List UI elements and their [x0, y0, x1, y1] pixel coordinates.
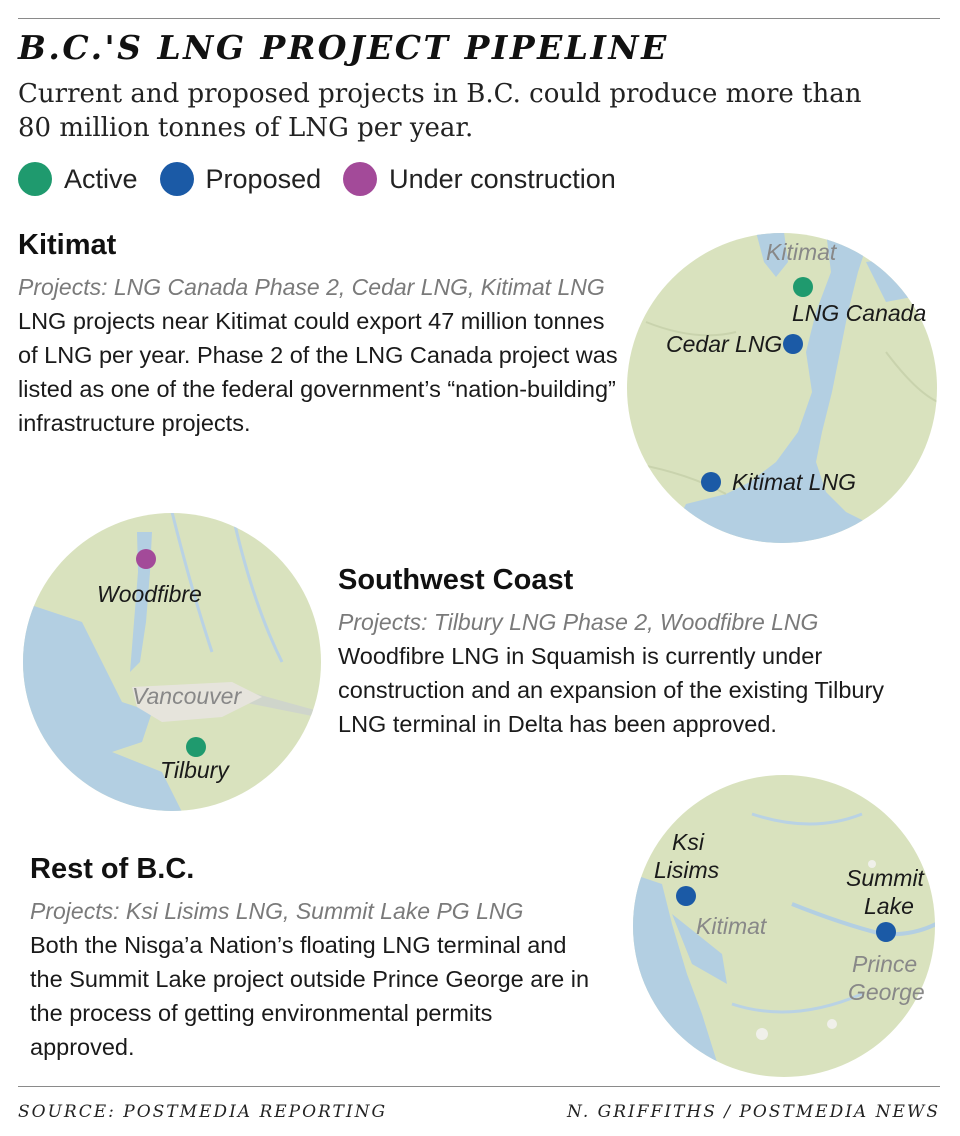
ksi-lisims-marker-icon	[676, 886, 696, 906]
region-projects: Projects: LNG Canada Phase 2, Cedar LNG,…	[18, 274, 605, 300]
bottom-rule	[18, 1086, 940, 1087]
marker-label: LNG Canada	[792, 300, 926, 326]
place-label: George	[848, 979, 925, 1005]
region-description: LNG projects near Kitimat could export 4…	[18, 308, 618, 436]
region-projects: Projects: Tilbury LNG Phase 2, Woodfibre…	[338, 609, 819, 635]
place-label: Vancouver	[132, 683, 242, 709]
marker-label: Cedar LNG	[666, 331, 782, 357]
kitimat-map: Kitimat LNG Canada Cedar LNG Kitimat LNG	[627, 233, 937, 543]
marker-label: Woodfibre	[97, 581, 202, 607]
legend-item-active: Active	[18, 162, 138, 196]
legend-label: Under construction	[389, 163, 616, 194]
region-description: Both the Nisga’a Nation’s floating LNG t…	[30, 932, 590, 1060]
footer-source: SOURCE: POSTMEDIA REPORTING	[18, 1102, 388, 1122]
legend-item-proposed: Proposed	[159, 162, 322, 196]
summit-lake-marker-icon	[876, 922, 896, 942]
marker-label: Tilbury	[160, 757, 230, 783]
marker-label: Summit	[846, 865, 926, 891]
place-label: Prince	[852, 951, 917, 977]
legend: Active Proposed Under construction	[18, 162, 638, 196]
southwest-coast-map: Woodfibre Vancouver Tilbury	[23, 513, 321, 811]
footer-credit: N. GRIFFITHS / POSTMEDIA NEWS	[567, 1102, 940, 1122]
tilbury-marker-icon	[186, 737, 206, 757]
active-dot-icon	[18, 162, 52, 196]
page-title: B.C.'S LNG PROJECT PIPELINE	[18, 28, 669, 67]
region-rest-of-bc: Rest of B.C. Projects: Ksi Lisims LNG, S…	[30, 852, 610, 1064]
marker-label: Kitimat LNG	[732, 469, 856, 495]
top-rule	[18, 18, 940, 19]
region-description: Woodfibre LNG in Squamish is currently u…	[338, 643, 885, 737]
place-label: Kitimat	[696, 913, 768, 939]
marker-label: Ksi	[672, 829, 705, 855]
under-construction-dot-icon	[343, 162, 378, 196]
marker-label: Lake	[864, 893, 914, 919]
region-name: Kitimat	[18, 229, 117, 261]
proposed-dot-icon	[159, 162, 194, 196]
region-kitimat: Kitimat Projects: LNG Canada Phase 2, Ce…	[18, 228, 648, 440]
cedar-lng-marker-icon	[783, 334, 803, 354]
lng-canada-marker-icon	[793, 277, 813, 297]
legend-label: Active	[64, 163, 138, 194]
region-southwest-coast: Southwest Coast Projects: Tilbury LNG Ph…	[338, 563, 938, 741]
region-projects: Projects: Ksi Lisims LNG, Summit Lake PG…	[30, 898, 524, 924]
rest-of-bc-map: Ksi Lisims Kitimat Summit Lake Prince Ge…	[633, 775, 935, 1077]
region-name: Southwest Coast	[338, 564, 574, 596]
region-name: Rest of B.C.	[30, 853, 195, 885]
legend-label: Proposed	[205, 163, 322, 194]
woodfibre-marker-icon	[136, 549, 156, 569]
legend-item-under-construction: Under construction	[343, 162, 616, 196]
place-label: Kitimat	[766, 239, 838, 265]
kitimat-lng-marker-icon	[701, 472, 721, 492]
page-subtitle: Current and proposed projects in B.C. co…	[18, 79, 862, 143]
marker-label: Lisims	[654, 857, 720, 883]
